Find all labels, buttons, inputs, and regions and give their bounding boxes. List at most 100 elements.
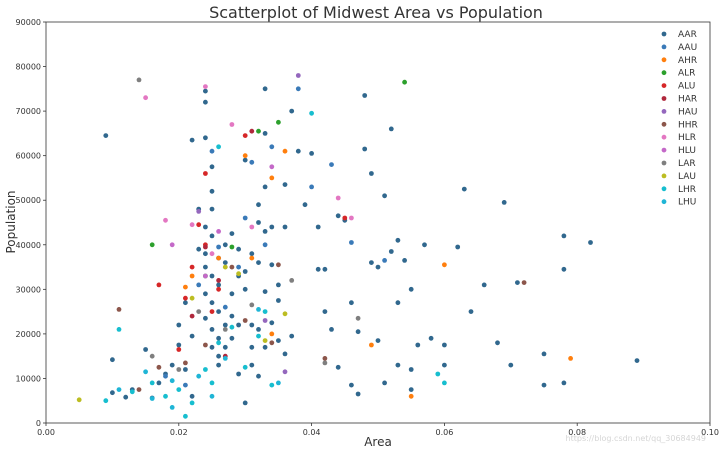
data-point: [209, 327, 215, 332]
data-point: [203, 291, 208, 297]
data-point: [196, 373, 202, 379]
data-point: [209, 251, 215, 257]
data-point: [229, 335, 235, 341]
legend-marker: [661, 31, 667, 37]
data-point: [236, 246, 242, 252]
data-point: [149, 380, 155, 386]
data-point: [110, 357, 115, 363]
legend-marker: [661, 70, 667, 76]
series-har: [189, 128, 255, 359]
data-point: [216, 244, 222, 250]
data-point: [189, 393, 195, 399]
data-point: [209, 300, 215, 306]
data-point: [209, 188, 215, 194]
data-point: [156, 380, 162, 386]
data-point: [229, 122, 235, 127]
chart-title: Scatterplot of Midwest Area vs Populatio…: [209, 3, 543, 22]
data-point: [163, 393, 168, 399]
data-point: [269, 262, 275, 268]
data-point: [408, 286, 414, 292]
data-point: [169, 378, 175, 384]
legend-label: ALR: [678, 69, 695, 79]
data-point: [276, 380, 281, 386]
data-point: [349, 215, 354, 221]
data-point: [362, 93, 368, 98]
data-point: [169, 362, 175, 368]
data-point: [222, 242, 228, 248]
data-point: [349, 240, 354, 245]
data-point: [289, 278, 295, 283]
data-point: [242, 157, 248, 163]
data-point: [236, 322, 242, 328]
data-point: [216, 340, 222, 346]
y-tick-label: 20000: [16, 330, 41, 339]
data-point: [209, 344, 215, 350]
data-point: [355, 315, 361, 321]
legend-label: LAU: [678, 172, 696, 182]
data-point: [515, 280, 520, 285]
data-point: [242, 364, 248, 370]
data-point: [256, 333, 261, 339]
data-point: [156, 282, 162, 288]
data-point: [269, 224, 275, 230]
data-point: [402, 258, 407, 263]
data-point: [116, 307, 122, 312]
x-tick-label: 0.10: [701, 428, 719, 437]
x-tick-label: 0.04: [303, 428, 321, 437]
legend-label: HLR: [678, 133, 696, 143]
data-point: [203, 88, 208, 94]
data-point: [369, 260, 374, 265]
legend-label: ALU: [678, 82, 695, 92]
data-point: [249, 128, 255, 134]
data-point: [242, 269, 248, 274]
data-point: [541, 351, 547, 357]
data-point: [222, 356, 228, 361]
data-point: [309, 110, 314, 116]
data-point: [561, 266, 567, 272]
data-point: [249, 322, 255, 328]
data-point: [189, 273, 195, 279]
legend-label: LHU: [678, 198, 696, 208]
data-point: [249, 224, 255, 230]
legend-marker: [661, 83, 667, 88]
series-hhr: [116, 262, 527, 392]
data-point: [189, 222, 195, 228]
data-point: [481, 282, 487, 288]
series-lau: [76, 264, 288, 403]
legend-marker: [661, 121, 667, 127]
series-alr: [149, 79, 407, 279]
data-point: [183, 284, 188, 290]
data-point: [209, 164, 215, 170]
data-point: [229, 291, 235, 297]
data-point: [216, 309, 222, 314]
data-point: [143, 369, 149, 375]
x-tick-label: 0.02: [170, 428, 188, 437]
data-point: [428, 335, 434, 341]
x-tick-label: 0.00: [37, 428, 55, 437]
data-point: [169, 405, 175, 410]
data-point: [561, 233, 567, 239]
data-point: [216, 278, 222, 283]
series-lar: [136, 77, 361, 372]
data-point: [262, 309, 268, 314]
y-axis: 0 10000 20000 30000 40000 50000 60000 70000 8000…: [16, 18, 46, 428]
data-point: [189, 295, 195, 301]
data-point: [269, 144, 275, 150]
data-point: [236, 264, 242, 270]
data-point: [216, 353, 222, 359]
data-point: [76, 397, 82, 403]
series-aar: [103, 86, 640, 406]
data-point: [149, 242, 155, 248]
data-point: [189, 313, 195, 319]
data-point: [369, 171, 374, 176]
data-point: [329, 327, 334, 332]
data-point: [382, 193, 387, 199]
data-point: [276, 282, 281, 288]
data-point: [116, 327, 122, 332]
data-point: [349, 300, 354, 306]
data-point: [276, 298, 281, 303]
data-point: [461, 186, 467, 192]
data-point: [242, 286, 248, 292]
data-point: [249, 159, 255, 165]
y-tick-label: 30000: [16, 285, 41, 294]
